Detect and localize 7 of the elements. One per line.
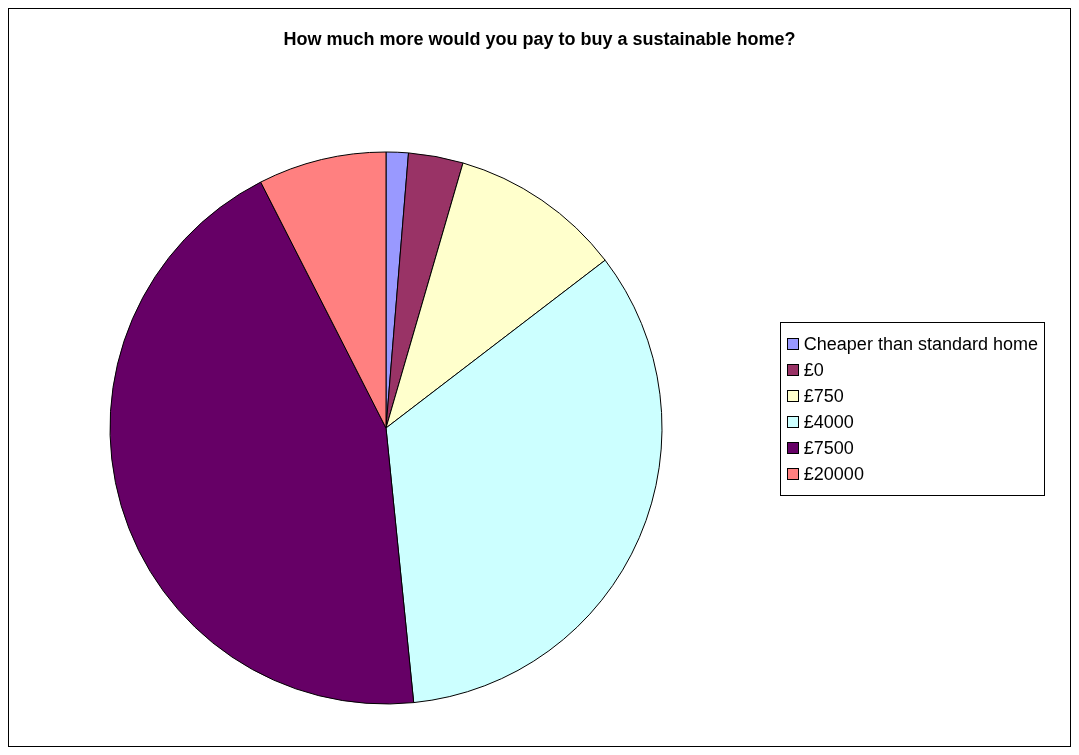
- legend-label: £0: [803, 359, 824, 382]
- chart-title: How much more would you pay to buy a sustainable home?: [282, 29, 797, 50]
- legend-label: £7500: [803, 437, 854, 460]
- legend-label: Cheaper than standard home: [803, 333, 1038, 356]
- legend-label: £750: [803, 385, 844, 408]
- legend-label: £20000: [803, 463, 864, 486]
- legend-label: £4000: [803, 411, 854, 434]
